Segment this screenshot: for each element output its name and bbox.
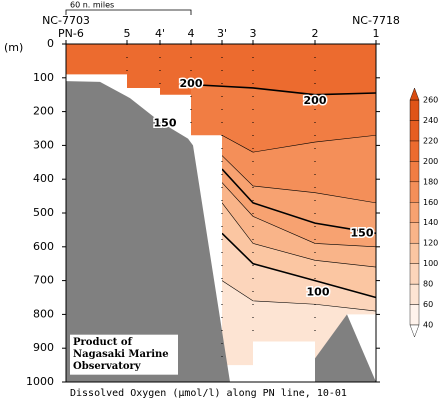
colorbar-cell	[409, 140, 420, 162]
station-label: 3'	[217, 27, 227, 40]
y-tick-label: 700	[33, 274, 54, 287]
left-end-label: NC-7703	[42, 14, 90, 27]
credit-text: Product of	[73, 337, 133, 348]
colorbar-label: 60	[423, 300, 433, 309]
contour-label: 200	[304, 94, 327, 107]
colorbar-cell	[409, 283, 420, 305]
colorbar-label: 140	[423, 218, 438, 227]
station-label: 5	[124, 27, 131, 40]
y-tick-label: 800	[33, 307, 54, 320]
contour-label: 200	[180, 77, 203, 90]
y-tick-label: 100	[33, 71, 54, 84]
colorbar-label: 200	[423, 157, 438, 166]
y-tick-label: 1000	[26, 375, 54, 388]
station-label: 2	[312, 27, 319, 40]
colorbar-cell	[409, 99, 420, 121]
sea-floor	[66, 81, 230, 383]
station-label: 3	[250, 27, 257, 40]
colorbar-label: 80	[423, 280, 433, 289]
colorbar-cell	[409, 120, 420, 142]
contour-line	[190, 83, 377, 96]
caption: Dissolved Oxygen (µmol/l) along PN line,…	[70, 388, 347, 399]
colorbar-label: 240	[423, 116, 438, 125]
colorbar-cell	[409, 202, 420, 223]
contour-line	[221, 134, 377, 153]
contour-label: 150	[351, 226, 374, 239]
contour-line	[221, 155, 377, 204]
colorbar-label: 120	[423, 239, 438, 248]
y-axis-label: (m)	[4, 41, 23, 54]
colorbar-label: 100	[423, 259, 438, 268]
colorbar-cell	[409, 304, 420, 326]
colorbar-cell	[409, 222, 420, 244]
colorbar-label: 260	[423, 96, 438, 105]
contour-line	[221, 202, 377, 268]
contour-label: 100	[307, 285, 330, 298]
credit-box	[70, 334, 178, 375]
scale-label: 60 n. miles	[70, 1, 114, 10]
colorbar-cell	[409, 181, 420, 203]
y-tick-label: 0	[47, 37, 54, 50]
right-end-label: NC-7718	[352, 14, 400, 27]
station-label: 4'	[155, 27, 165, 40]
contour-line	[221, 232, 377, 299]
y-tick-label: 900	[33, 341, 54, 354]
colorbar-over	[409, 87, 420, 101]
contour-label: 150	[154, 116, 177, 129]
contour-line	[221, 168, 377, 235]
y-tick-label: 600	[33, 240, 54, 253]
scale-bracket	[65, 9, 192, 15]
colorbar-label: 220	[423, 136, 438, 145]
colorbar-cell	[409, 161, 420, 183]
y-tick-label: 300	[33, 138, 54, 151]
colorbar-cell	[409, 242, 420, 264]
colorbar-cell	[409, 263, 420, 285]
y-tick-label: 400	[33, 172, 54, 185]
contour-line	[221, 280, 377, 312]
y-tick-label: 200	[33, 105, 54, 118]
station-label: PN-6	[58, 27, 84, 40]
y-tick-label: 500	[33, 206, 54, 219]
colorbar-label: 160	[423, 198, 438, 207]
colorbar-label: 180	[423, 177, 438, 186]
station-label: 4	[188, 27, 195, 40]
contour-line	[221, 182, 377, 248]
colorbar-under	[409, 324, 420, 338]
credit-text: Nagasaki Marine	[73, 349, 169, 360]
sea-floor	[315, 314, 376, 382]
credit-text: Observatory	[73, 361, 142, 372]
station-label: 1	[373, 27, 380, 40]
colorbar-label: 40	[423, 321, 433, 330]
